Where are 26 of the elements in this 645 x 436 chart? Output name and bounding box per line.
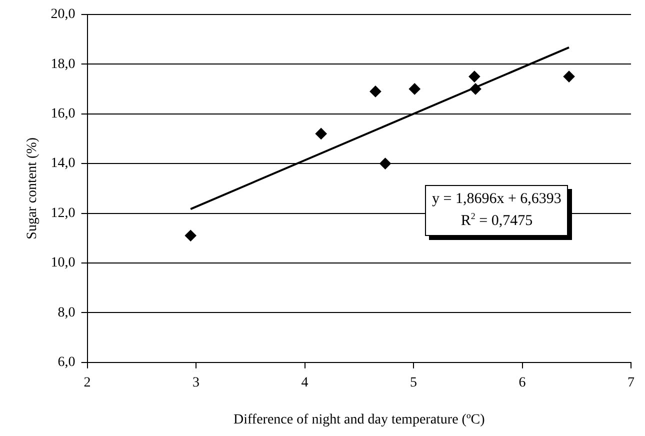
y-tick-label: 12,0 bbox=[50, 206, 76, 221]
y-tick-label: 8,0 bbox=[58, 305, 76, 320]
x-tick-label: 6 bbox=[518, 375, 526, 390]
annotation: R$^{2}$ = 0,7475 bbox=[460, 210, 534, 231]
y-tick-label: 6,0 bbox=[58, 355, 76, 370]
y-tick-label: 10,0 bbox=[50, 256, 76, 271]
point bbox=[468, 71, 480, 82]
x-axis-title: Difference of night and day temperature (ºC) bbox=[233, 412, 486, 428]
x-tick-label: 2 bbox=[84, 375, 91, 390]
x-tick-label: 4 bbox=[301, 375, 308, 390]
x-tick-label: 5 bbox=[410, 375, 418, 390]
x-tick-label: 7 bbox=[628, 375, 634, 390]
point bbox=[470, 83, 481, 94]
x-tick-label: 3 bbox=[192, 375, 200, 390]
point bbox=[380, 158, 391, 170]
point bbox=[316, 128, 327, 140]
y-tick-label: 18,0 bbox=[50, 56, 76, 72]
point bbox=[370, 86, 381, 97]
y-tick-label: 14,0 bbox=[50, 156, 76, 172]
annotation: y = 1,8696x + 6,6393 bbox=[432, 190, 562, 209]
point bbox=[185, 230, 196, 242]
point bbox=[409, 83, 420, 94]
y-tick-label: 20,0 bbox=[50, 7, 76, 22]
y-axis-title: Sugar content (%) bbox=[25, 137, 40, 240]
point bbox=[564, 71, 575, 82]
y-tick-label: 16,0 bbox=[50, 106, 76, 122]
